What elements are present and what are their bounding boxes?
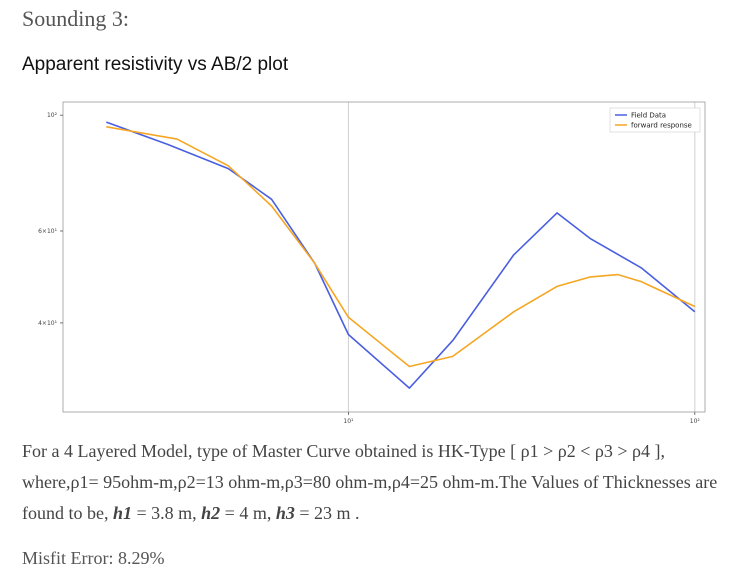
chart-series xyxy=(106,121,696,389)
y-tick-label: 4×10¹ xyxy=(38,320,57,327)
y-tick-label: 6×10¹ xyxy=(38,228,57,235)
h2-label: h2 xyxy=(201,503,221,523)
description-text: For a 4 Layered Model, type of Master Cu… xyxy=(22,441,718,523)
h3-value: = 23 m . xyxy=(294,503,360,523)
chart-axes: 10² 6×10¹ 4×10¹ 10¹ 10² xyxy=(38,101,706,425)
x-tick-label: 10² xyxy=(690,418,701,425)
h3-label: h3 xyxy=(275,503,295,523)
series-line xyxy=(106,121,696,389)
plot-subheading: Apparent resistivity vs AB/2 plot xyxy=(22,54,289,75)
h1-value: = 3.8 m, xyxy=(132,503,202,523)
legend-label: Field Data xyxy=(631,112,666,120)
plot-frame xyxy=(62,101,706,413)
h2-value: = 4 m, xyxy=(220,503,276,523)
legend-box xyxy=(609,107,701,133)
legend-label: forward response xyxy=(631,122,692,130)
sounding-heading: Sounding 3: xyxy=(22,6,129,31)
series-line xyxy=(106,126,696,368)
misfit-error: Misfit Error: 8.29% xyxy=(22,548,165,568)
h1-label: h1 xyxy=(112,503,132,523)
resistivity-chart: 10² 6×10¹ 4×10¹ 10¹ 10² Field Data forward re… xyxy=(38,101,706,425)
y-tick-label: 10² xyxy=(47,112,58,119)
x-tick-label: 10¹ xyxy=(343,418,354,425)
model-description: For a 4 Layered Model, type of Master Cu… xyxy=(22,436,722,529)
chart-legend: Field Data forward response xyxy=(609,107,701,133)
